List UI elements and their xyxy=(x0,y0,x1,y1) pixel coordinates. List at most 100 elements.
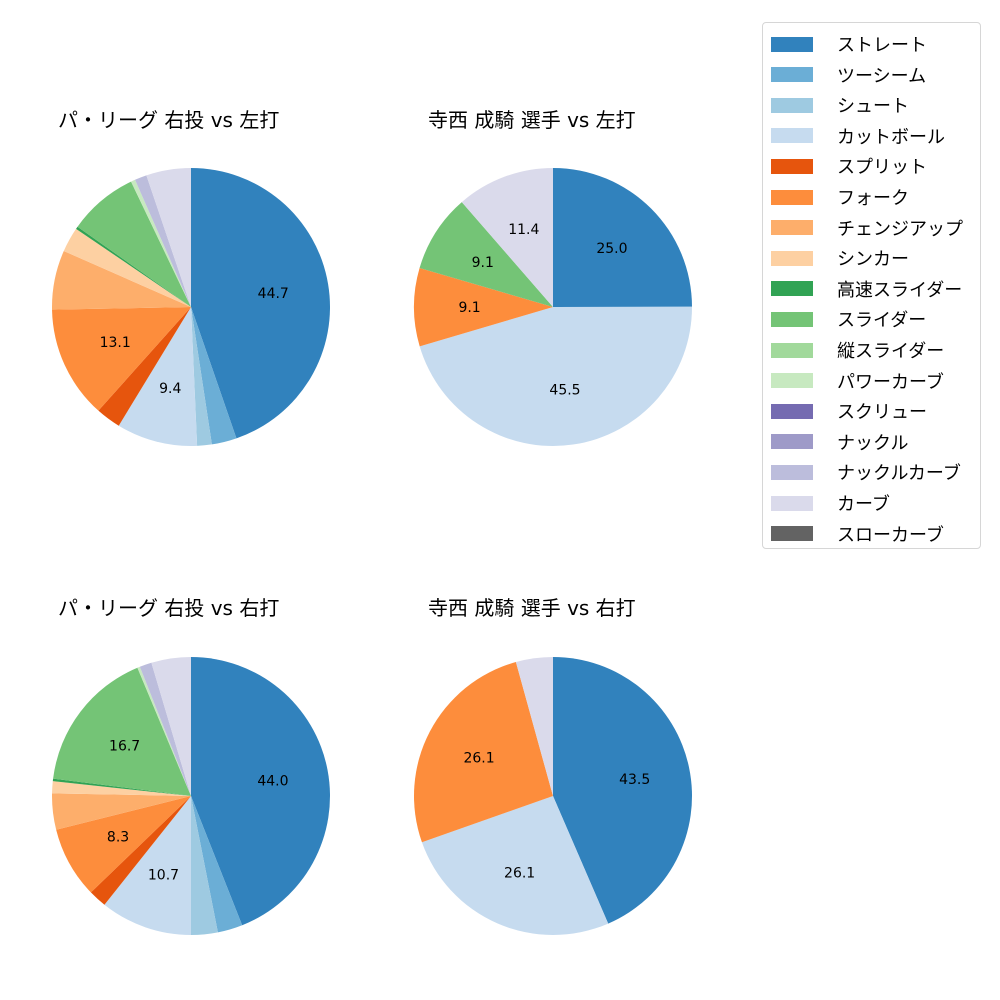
pie-slice xyxy=(191,307,237,445)
pie-slice-label: 9.4 xyxy=(159,381,181,397)
pie-slice xyxy=(90,796,191,905)
pie-slice xyxy=(151,657,191,796)
legend: ストレートツーシームシュートカットボール スプリットフォークチェンジアップ シンカー… xyxy=(762,22,981,549)
pie-slice-label: 8.3 xyxy=(107,829,129,845)
legend-label: スプリット xyxy=(837,157,927,179)
legend-label: カーブ xyxy=(837,494,890,515)
legend-swatch xyxy=(771,158,813,174)
pie-slice xyxy=(191,796,218,935)
pie-chart-player-vs-right: 43.5 26.1 26.1 xyxy=(414,657,692,935)
pie-slice xyxy=(191,307,212,446)
legend-item: 縦スライダー xyxy=(771,339,945,362)
pie-slice xyxy=(419,202,553,307)
pie-slice xyxy=(139,662,191,796)
pie-slice xyxy=(98,307,191,426)
legend-label: チェンジアップ xyxy=(837,218,963,240)
legend-label: ナックル xyxy=(837,432,909,454)
legend-label: 高速スライダー xyxy=(837,279,963,301)
pie-slice xyxy=(191,657,330,926)
chart-title-top-left: パ・リーグ 右投 vs 左打 xyxy=(58,108,280,132)
legend-swatch xyxy=(771,281,813,297)
legend-swatch xyxy=(771,67,813,83)
legend-swatch xyxy=(771,36,813,52)
legend-label: カットボール xyxy=(837,126,945,148)
legend-item: スクリュー xyxy=(771,400,927,424)
pie-slice xyxy=(414,268,553,347)
legend-swatch xyxy=(771,189,813,205)
legend-label: ストレート xyxy=(837,35,927,56)
pie-slice xyxy=(76,226,191,307)
pie-slice-label: 45.5 xyxy=(549,383,580,399)
pie-slice xyxy=(191,168,330,439)
pie-slice xyxy=(134,175,191,307)
pie-slice xyxy=(414,662,553,843)
legend-item: ナックルカーブ xyxy=(771,461,961,485)
legend-label: スクリュー xyxy=(837,402,927,424)
legend-item: ストレート xyxy=(771,33,927,56)
legend-item: 高速スライダー xyxy=(771,278,963,301)
pie-slice-label: 9.1 xyxy=(472,255,494,271)
pie-slice xyxy=(421,796,609,935)
pie-slice-label: 25.0 xyxy=(596,241,627,257)
legend-swatch xyxy=(771,97,813,113)
legend-swatch xyxy=(771,128,813,144)
pie-slice-label: 13.1 xyxy=(100,335,131,351)
legend-item: スライダー xyxy=(771,308,927,332)
pie-slice xyxy=(53,667,192,796)
pie-slice xyxy=(52,250,191,310)
legend-swatch xyxy=(771,250,813,266)
legend-item: ツーシーム xyxy=(771,64,926,87)
legend-item: スプリット xyxy=(771,155,927,179)
pie-slice xyxy=(553,657,692,924)
legend-item: フォーク xyxy=(771,186,909,209)
pie-slice xyxy=(63,228,191,307)
legend-item: カットボール xyxy=(771,125,945,148)
legend-label: 縦スライダー xyxy=(837,341,945,362)
chart-title-bottom-left: パ・リーグ 右投 vs 右打 xyxy=(58,596,280,620)
legend-label: ナックルカーブ xyxy=(837,463,961,485)
pie-slice xyxy=(52,307,192,411)
legend-label: シュート xyxy=(837,96,909,118)
pie-slice xyxy=(56,796,191,893)
pie-slice xyxy=(553,168,692,307)
pie-slice xyxy=(191,796,243,933)
legend-item: スローカーブ xyxy=(771,523,944,546)
legend-swatch xyxy=(771,403,813,419)
pie-slice xyxy=(77,181,191,307)
legend-swatch xyxy=(771,526,813,542)
pie-chart-league-vs-right: 44.0 10.7 8.3 16.7 xyxy=(52,657,330,935)
pie-slice xyxy=(515,657,553,796)
pie-slice-label: 10.7 xyxy=(148,868,179,884)
pie-slice-label: 16.7 xyxy=(109,739,140,755)
legend-item: カーブ xyxy=(771,492,890,515)
legend-item: シュート xyxy=(771,94,909,118)
legend-swatch xyxy=(771,342,813,358)
pie-slice-label: 26.1 xyxy=(463,750,494,766)
pie-slice-label: 26.1 xyxy=(504,865,535,881)
legend-swatch xyxy=(771,464,813,480)
legend-label: パワーカーブ xyxy=(837,371,944,393)
pie-slice xyxy=(137,666,191,796)
legend-label: スライダー xyxy=(837,310,927,332)
chart-title-bottom-right: 寺西 成騎 選手 vs 右打 xyxy=(428,596,636,620)
pie-slice-label: 44.0 xyxy=(257,773,288,789)
pie-slice-label: 9.1 xyxy=(458,300,480,316)
pie-slice xyxy=(419,306,692,446)
pie-slice xyxy=(52,781,192,796)
legend-swatch xyxy=(771,434,813,450)
pie-slice xyxy=(104,796,191,935)
pie-slice xyxy=(461,168,553,307)
legend-swatch xyxy=(771,495,813,511)
legend-item: チェンジアップ xyxy=(771,217,963,240)
legend-label: シンカー xyxy=(837,249,909,271)
pie-chart-player-vs-left: 25.0 45.5 9.1 9.1 11.4 xyxy=(414,168,692,446)
pie-slice xyxy=(131,179,191,307)
chart-title-top-right: 寺西 成騎 選手 vs 左打 xyxy=(428,108,636,132)
legend-swatch xyxy=(771,311,813,327)
pie-slice-label: 44.7 xyxy=(258,286,289,302)
legend-swatch xyxy=(771,373,813,389)
legend-swatch xyxy=(771,220,813,236)
pie-slice xyxy=(146,168,191,307)
pie-slice-label: 11.4 xyxy=(508,222,539,238)
legend-item: ナックル xyxy=(771,431,909,454)
